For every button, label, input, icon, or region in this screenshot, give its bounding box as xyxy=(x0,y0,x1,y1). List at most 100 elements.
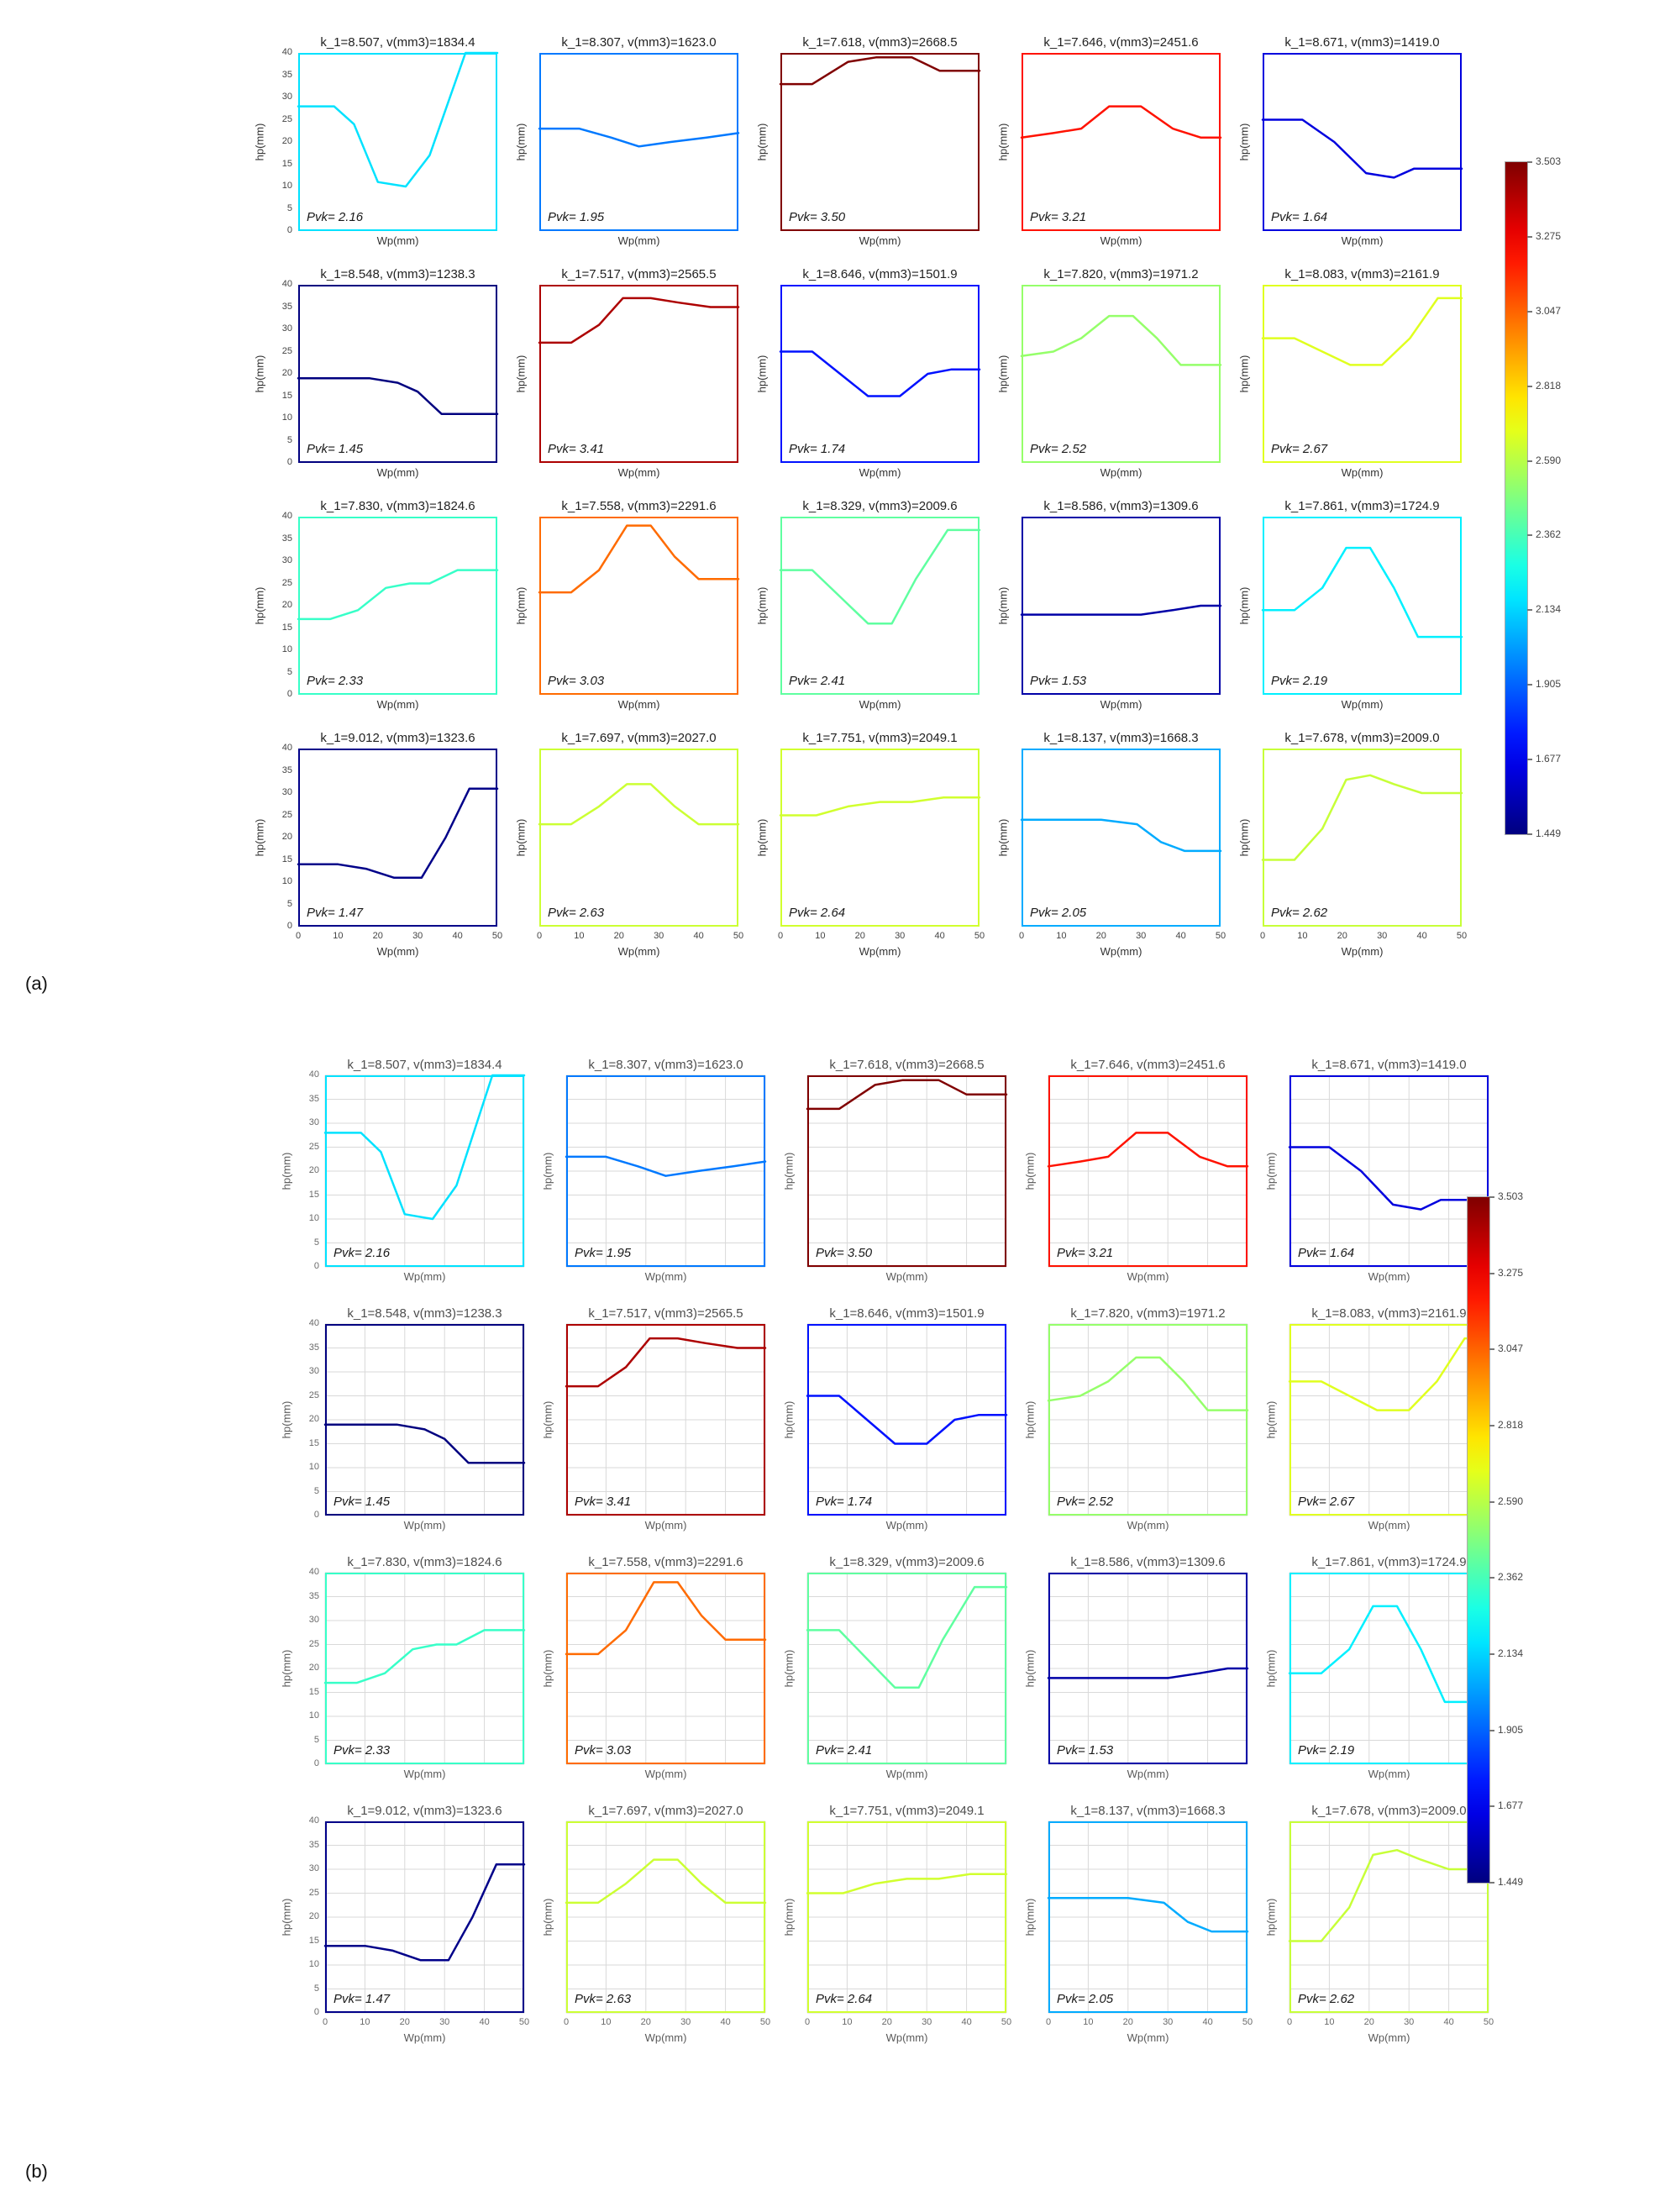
pvk-label: Pvk= 3.21 xyxy=(1057,1246,1113,1260)
plot-border xyxy=(780,285,980,463)
x-axis-label: Wp(mm) xyxy=(644,1768,687,1780)
chart-title: k_1=8.507, v(mm3)=1834.4 xyxy=(347,1058,502,1072)
x-axis-label: Wp(mm) xyxy=(376,234,419,247)
line-series xyxy=(323,1629,526,1684)
plot-area: Pvk= 1.64 xyxy=(1288,1074,1490,1268)
plot-area: Pvk= 1.53 xyxy=(1047,1572,1249,1765)
y-tick-label: 15 xyxy=(281,390,292,401)
x-tick-label: 40 xyxy=(693,931,704,941)
plot-area: Pvk= 2.16 xyxy=(323,1074,526,1268)
y-tick-label: 35 xyxy=(281,69,292,80)
plot-area: Pvk= 2.52 xyxy=(1020,285,1222,463)
chart-title: k_1=8.083, v(mm3)=2161.9 xyxy=(1284,267,1440,281)
y-tick-label: 40 xyxy=(281,743,292,753)
plot-border xyxy=(1048,1075,1247,1267)
chart-title: k_1=9.012, v(mm3)=1323.6 xyxy=(320,731,475,745)
line-series xyxy=(538,783,740,826)
x-tick-label: 30 xyxy=(895,931,906,941)
colorbar-tick-label: 3.275 xyxy=(1498,1266,1524,1279)
y-tick-label: 35 xyxy=(281,764,292,775)
plot-border xyxy=(566,1821,765,2013)
chart-title: k_1=7.618, v(mm3)=2668.5 xyxy=(802,35,958,50)
chart-title: k_1=8.586, v(mm3)=1309.6 xyxy=(1043,499,1199,513)
plot-border xyxy=(1048,1324,1247,1516)
plot-area: Pvk= 2.62 xyxy=(1261,749,1463,927)
y-axis-label: hp(mm) xyxy=(782,1152,796,1190)
x-tick-label: 10 xyxy=(1297,931,1308,941)
y-tick-label: 25 xyxy=(281,345,292,356)
pvk-label: Pvk= 2.41 xyxy=(816,1743,872,1758)
plot-border xyxy=(1022,749,1221,927)
y-tick-label: 0 xyxy=(286,921,292,931)
line-series xyxy=(779,350,981,397)
chart-title: k_1=7.558, v(mm3)=2291.6 xyxy=(588,1555,743,1569)
line-series xyxy=(1261,774,1463,861)
y-tick-label: 30 xyxy=(281,787,292,797)
pvk-label: Pvk= 1.47 xyxy=(334,1992,391,2006)
y-axis-label: hp(mm) xyxy=(1264,1898,1278,1936)
x-tick-label: 0 xyxy=(536,931,543,941)
line-series xyxy=(806,1873,1008,1894)
pvk-label: Pvk= 2.05 xyxy=(1057,1992,1114,2006)
colorbar-tick-mark xyxy=(1489,1805,1494,1808)
x-axis-label: Wp(mm) xyxy=(617,698,660,711)
line-series xyxy=(538,524,740,594)
colorbar-tick-label: 2.590 xyxy=(1536,454,1562,466)
colorbar-tick-mark xyxy=(1527,609,1532,612)
plot-border xyxy=(539,285,738,463)
x-tick-label: 50 xyxy=(974,931,985,941)
x-tick-label: 0 xyxy=(1286,2017,1293,2027)
pvk-label: Pvk= 2.19 xyxy=(1271,674,1328,688)
colorbar-tick-label: 1.449 xyxy=(1536,828,1562,839)
line-series xyxy=(1020,314,1222,366)
plot-area: Pvk= 3.50 xyxy=(779,53,981,231)
pvk-label: Pvk= 2.41 xyxy=(789,674,845,688)
x-tick-label: 10 xyxy=(842,2017,853,2027)
chart-title: k_1=7.558, v(mm3)=2291.6 xyxy=(561,499,717,513)
x-axis-label: Wp(mm) xyxy=(403,1270,446,1283)
y-axis-label: hp(mm) xyxy=(280,1152,293,1190)
x-tick-label: 30 xyxy=(922,2017,932,2027)
pvk-label: Pvk= 2.67 xyxy=(1298,1495,1355,1509)
x-axis-label: Wp(mm) xyxy=(885,2031,928,2044)
y-tick-label: 25 xyxy=(281,809,292,820)
chart-title: k_1=7.646, v(mm3)=2451.6 xyxy=(1043,35,1199,50)
pvk-label: Pvk= 3.50 xyxy=(789,210,846,224)
line-series xyxy=(1047,1667,1249,1679)
plot-area: Pvk= 2.19 xyxy=(1261,517,1463,695)
x-tick-label: 10 xyxy=(1056,931,1067,941)
chart-title: k_1=7.751, v(mm3)=2049.1 xyxy=(829,1804,985,1818)
y-tick-label: 25 xyxy=(308,1141,319,1152)
pvk-label: Pvk= 1.47 xyxy=(307,906,364,920)
plot-border xyxy=(780,749,980,927)
y-tick-label: 20 xyxy=(308,1911,319,1921)
plot-area: Pvk= 2.33 xyxy=(323,1572,526,1765)
y-axis-label: hp(mm) xyxy=(541,1152,554,1190)
y-axis-label: hp(mm) xyxy=(541,1649,554,1688)
x-tick-label: 50 xyxy=(1242,2017,1253,2027)
line-series xyxy=(806,1079,1008,1111)
y-tick-label: 0 xyxy=(313,1261,319,1271)
plot-area: Pvk= 2.64 xyxy=(779,749,981,927)
plot-border xyxy=(539,517,738,695)
x-axis-label: Wp(mm) xyxy=(617,466,660,479)
y-tick-label: 35 xyxy=(308,1093,319,1104)
y-tick-label: 20 xyxy=(281,136,292,146)
colorbar-tick-mark xyxy=(1527,235,1532,238)
pvk-label: Pvk= 2.33 xyxy=(334,1743,391,1758)
y-tick-label: 10 xyxy=(281,412,292,423)
x-tick-label: 10 xyxy=(333,931,344,941)
plot-area: Pvk= 3.41 xyxy=(565,1323,767,1516)
y-tick-label: 35 xyxy=(308,1839,319,1850)
y-tick-label: 0 xyxy=(286,225,292,235)
x-tick-label: 30 xyxy=(680,2017,691,2027)
plot-area: Pvk= 3.03 xyxy=(538,517,740,695)
plot-area: Pvk= 3.41 xyxy=(538,285,740,463)
plot-area: Pvk= 1.47 xyxy=(297,749,499,927)
pvk-label: Pvk= 1.74 xyxy=(816,1495,872,1509)
pvk-label: Pvk= 1.95 xyxy=(548,210,605,224)
x-tick-label: 50 xyxy=(491,931,503,941)
colorbar-tick-mark xyxy=(1489,1653,1494,1655)
x-axis-label: Wp(mm) xyxy=(644,1519,687,1532)
y-tick-label: 20 xyxy=(281,600,292,610)
